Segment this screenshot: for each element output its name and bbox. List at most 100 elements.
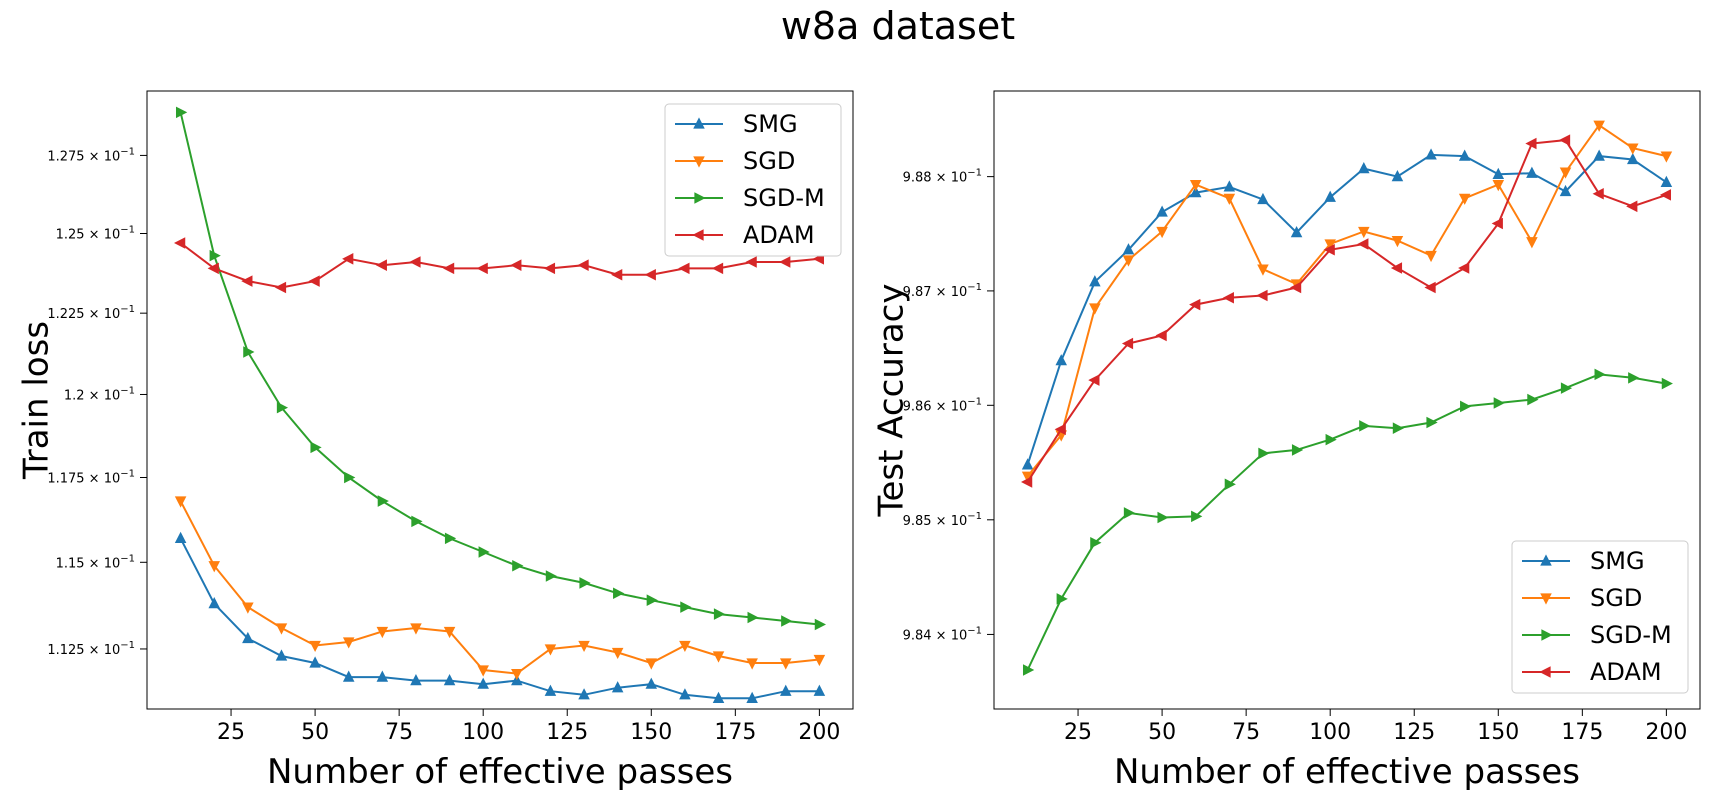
x-axis-label: Number of effective passes [1114, 752, 1580, 792]
series-adam [174, 237, 825, 294]
data-point [512, 559, 524, 572]
data-point [1493, 397, 1505, 409]
data-point [814, 618, 826, 631]
legend-marker [693, 156, 705, 168]
data-point [1526, 166, 1538, 178]
data-point [1424, 281, 1436, 294]
data-point [275, 649, 288, 661]
y-tick-label: 9.88 × 10−1 [903, 168, 982, 186]
data-point [645, 658, 658, 670]
data-point [476, 262, 488, 275]
data-point [409, 256, 421, 268]
data-point [1223, 180, 1236, 192]
data-point [1458, 149, 1471, 161]
legend-label: SMG [743, 110, 798, 138]
data-point [545, 570, 558, 582]
data-point [243, 346, 255, 358]
data-point [711, 262, 724, 275]
data-point [1054, 423, 1066, 436]
legend-item-smg: SMG [675, 110, 798, 138]
data-point [645, 677, 658, 689]
data-point [613, 587, 625, 600]
data-point [679, 688, 691, 700]
data-point [1460, 400, 1472, 413]
data-point [1660, 175, 1673, 187]
data-point [1189, 298, 1201, 311]
data-point [1391, 170, 1404, 182]
series-adam [1021, 134, 1672, 488]
legend-item-adam: ADAM [1522, 658, 1662, 686]
y-tick-label: 1.25 × 10−1 [56, 225, 135, 243]
data-point [1155, 329, 1167, 342]
data-point [1324, 190, 1336, 202]
data-point [1659, 189, 1672, 201]
data-point [1359, 420, 1371, 432]
legend-label: SGD [743, 147, 795, 175]
data-point [747, 611, 759, 624]
data-point [1224, 478, 1236, 491]
data-point [1458, 262, 1470, 274]
data-point [1189, 180, 1202, 192]
series-sgd [174, 496, 826, 681]
data-point [444, 532, 457, 545]
y-tick-label: 1.125 × 10−1 [47, 640, 135, 658]
data-point [1257, 192, 1269, 205]
data-point [443, 626, 456, 639]
x-tick-label: 50 [1148, 720, 1176, 745]
data-point [1391, 235, 1404, 248]
data-point [712, 691, 725, 703]
y-tick-label: 1.275 × 10−1 [47, 146, 135, 164]
data-point [310, 441, 322, 454]
data-point [813, 684, 826, 696]
data-point [342, 253, 354, 265]
data-point [577, 259, 589, 271]
legend-marker [692, 229, 704, 241]
data-point [1559, 167, 1572, 179]
data-point [745, 256, 757, 268]
legend: SMG SGD SGD-M ADAM [1511, 540, 1689, 694]
data-point [1189, 186, 1202, 198]
data-point [175, 106, 188, 119]
data-point [746, 658, 758, 670]
data-point [680, 601, 692, 613]
data-point [1258, 447, 1270, 460]
legend-label: SGD-M [743, 184, 825, 212]
data-point [410, 623, 422, 635]
legend-frame [664, 103, 842, 257]
data-point [1021, 476, 1033, 488]
series-sgd-m [175, 106, 826, 631]
data-point [781, 615, 793, 627]
data-point [511, 668, 523, 681]
legend: SMG SGD SGD-M ADAM [664, 103, 842, 257]
legend-marker [1540, 593, 1552, 605]
x-tick-label: 150 [630, 720, 672, 745]
data-point [579, 577, 591, 589]
data-point [1325, 433, 1337, 446]
series-line [1026, 123, 1667, 477]
data-point [1156, 205, 1168, 217]
data-point [342, 637, 355, 649]
data-point [543, 262, 556, 275]
data-point [1626, 200, 1638, 213]
data-point [611, 647, 624, 660]
data-point [1289, 281, 1302, 294]
x-tick-label: 125 [546, 720, 588, 745]
plot-area-frame [146, 90, 854, 710]
data-point [410, 674, 422, 686]
data-point [1492, 167, 1505, 179]
legend-label: ADAM [1590, 658, 1662, 686]
data-point [1022, 664, 1035, 676]
data-point [1257, 264, 1269, 276]
data-point [375, 259, 387, 271]
data-point [1559, 184, 1572, 197]
data-point [1594, 368, 1606, 381]
x-tick-label: 175 [714, 720, 756, 745]
legend-label: SGD-M [1590, 621, 1672, 649]
data-point [678, 262, 690, 275]
data-point [1324, 239, 1336, 251]
y-axis-label: Test Accuracy [872, 284, 912, 518]
data-point [377, 495, 389, 507]
data-point [209, 249, 221, 262]
data-point [1222, 291, 1234, 304]
data-point [1290, 226, 1303, 238]
